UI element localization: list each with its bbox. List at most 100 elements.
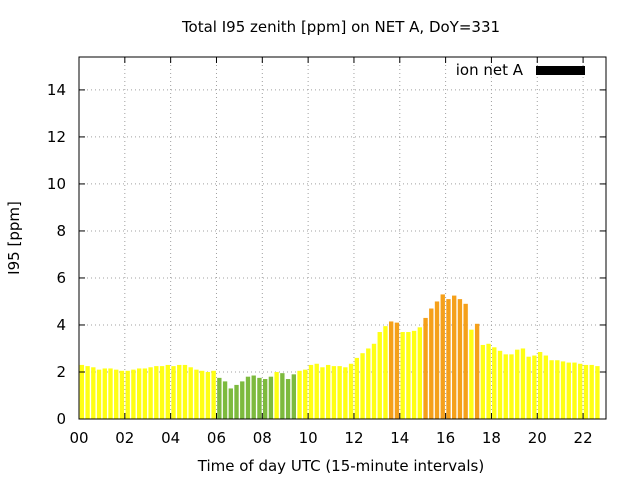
bar [234,384,239,419]
bar [154,366,159,419]
bar [360,353,365,419]
bar [549,360,554,419]
bar [131,369,136,419]
bar [280,373,285,419]
bar [125,370,130,419]
bar [165,364,170,419]
bar [136,368,142,419]
bar [177,364,182,419]
bar [205,371,211,419]
bar [572,362,577,419]
bars [79,294,600,419]
bar [245,376,251,419]
bar [108,368,113,419]
bar [171,366,176,419]
x-axis-label: Time of day UTC (15-minute intervals) [197,457,484,475]
bar [497,350,503,419]
x-tick-label: 04 [161,429,180,447]
bar [423,317,428,419]
chart-title: Total I95 zenith [ppm] on NET A, DoY=331 [181,18,500,36]
y-tick-label: 10 [47,175,66,193]
bar [434,301,440,419]
bar [595,366,600,419]
bar [211,370,216,419]
bar [79,364,85,419]
bar [474,323,480,419]
bar [257,377,262,419]
y-tick-label: 4 [56,316,66,334]
x-tick-label: 20 [528,429,547,447]
bar [303,369,308,419]
bar [532,355,537,419]
bar [411,330,417,419]
bar [469,329,474,419]
bar [446,299,451,419]
y-tick-label: 14 [47,81,66,99]
x-tick-label: 06 [207,429,226,447]
bar [537,352,543,419]
x-tick-label: 00 [69,429,88,447]
bar [543,355,549,419]
bar [560,361,566,419]
bar [383,326,388,419]
bar [199,370,205,419]
bar [102,368,107,419]
bar [400,332,405,419]
bar [142,368,148,419]
bar [85,366,90,419]
bar [555,360,560,419]
bar [394,322,400,419]
y-tick-label: 2 [56,363,66,381]
x-tick-label: 16 [436,429,455,447]
grid-lines [79,57,606,419]
bar [268,376,274,419]
bar [148,367,153,419]
x-tick-label: 18 [482,429,501,447]
bar [457,299,463,419]
bar [526,356,531,419]
y-tick-label: 0 [56,410,66,428]
bar [114,369,119,419]
bar [440,294,445,419]
bar [371,343,377,419]
bar [228,388,233,419]
y-tick-label: 12 [47,128,66,146]
bar [578,363,583,419]
bar [96,369,102,419]
x-tick-label: 10 [299,429,318,447]
bar [188,367,193,419]
bar [274,371,279,419]
bar [520,348,526,419]
bar [429,308,434,419]
bar [320,367,325,419]
bar [119,370,125,419]
y-tick-label: 6 [56,269,66,287]
bar [566,362,571,419]
bar [589,364,594,419]
legend: ion net A [456,61,585,79]
bar [314,363,319,419]
x-tick-label: 22 [574,429,593,447]
bar [348,363,354,419]
bar [366,348,371,419]
bar [337,366,342,419]
bar [91,367,96,419]
bar [285,379,291,419]
bar [343,367,348,419]
bar [326,364,331,419]
bar [417,327,423,419]
bar [452,295,457,419]
bar [463,303,468,419]
bar [251,375,256,419]
bar [492,347,497,419]
bar [159,366,165,419]
bar [515,349,520,419]
bar [194,369,199,419]
legend-label: ion net A [456,61,524,79]
y-axis-label: I95 [ppm] [5,201,23,275]
bar [291,374,296,419]
y-tick-label: 8 [56,222,66,240]
x-tick-label: 14 [390,429,409,447]
